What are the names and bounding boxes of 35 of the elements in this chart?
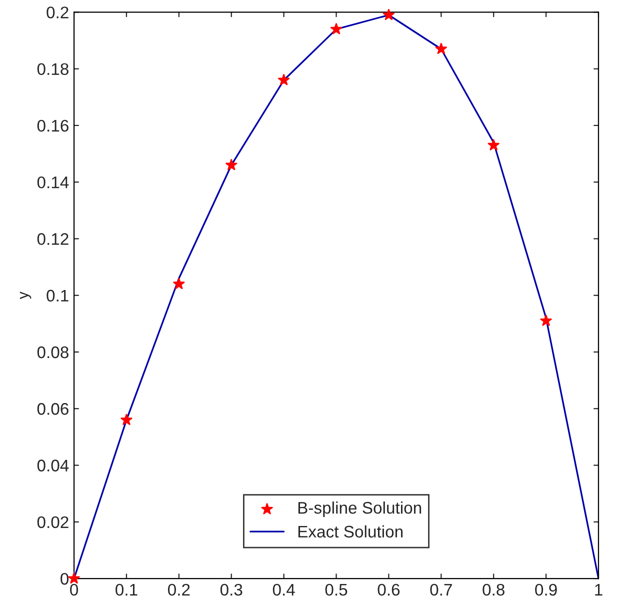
x-tick-label: 0.8 [482,584,504,596]
y-tick-label: 0.08 [37,346,68,358]
y-tick-label: 0.1 [46,290,68,302]
x-tick-label: 0.4 [272,584,295,596]
legend-label: B-spline Solution [298,501,422,518]
x-tick-label: 0 [70,584,78,596]
y-tick-label: 0.18 [37,63,68,76]
y-tick-label: 0.14 [37,176,69,188]
y-tick-label: 0.16 [37,120,68,132]
x-tick-label: 0.1 [116,584,138,596]
point [173,278,185,290]
y-axis-title: y [20,292,32,300]
y-tick-label: 0.04 [37,460,69,472]
point [68,572,80,584]
point [540,314,552,326]
x-tick-label: 0.6 [378,584,400,596]
point [120,414,132,426]
point [382,8,395,20]
y-tick-label: 0.2 [46,6,68,18]
x-tick-label: 0.7 [430,584,452,596]
point [226,159,238,170]
x-tick-label: 1 [595,584,602,596]
legend-label: Exact Solution [298,525,403,538]
point [330,23,342,34]
point [435,42,447,54]
y-tick-label: 0 [60,572,69,585]
x-tick-label: 0.3 [220,584,242,596]
x-tick-label: 0.5 [325,584,348,596]
y-tick-label: 0.06 [37,403,68,415]
point [278,74,290,86]
point [488,139,500,150]
y-tick-label: 0.02 [37,516,68,528]
x-tick-label: 0.2 [168,584,190,596]
y-tick-label: 0.12 [37,233,68,245]
x-tick-label: 0.9 [535,584,557,596]
